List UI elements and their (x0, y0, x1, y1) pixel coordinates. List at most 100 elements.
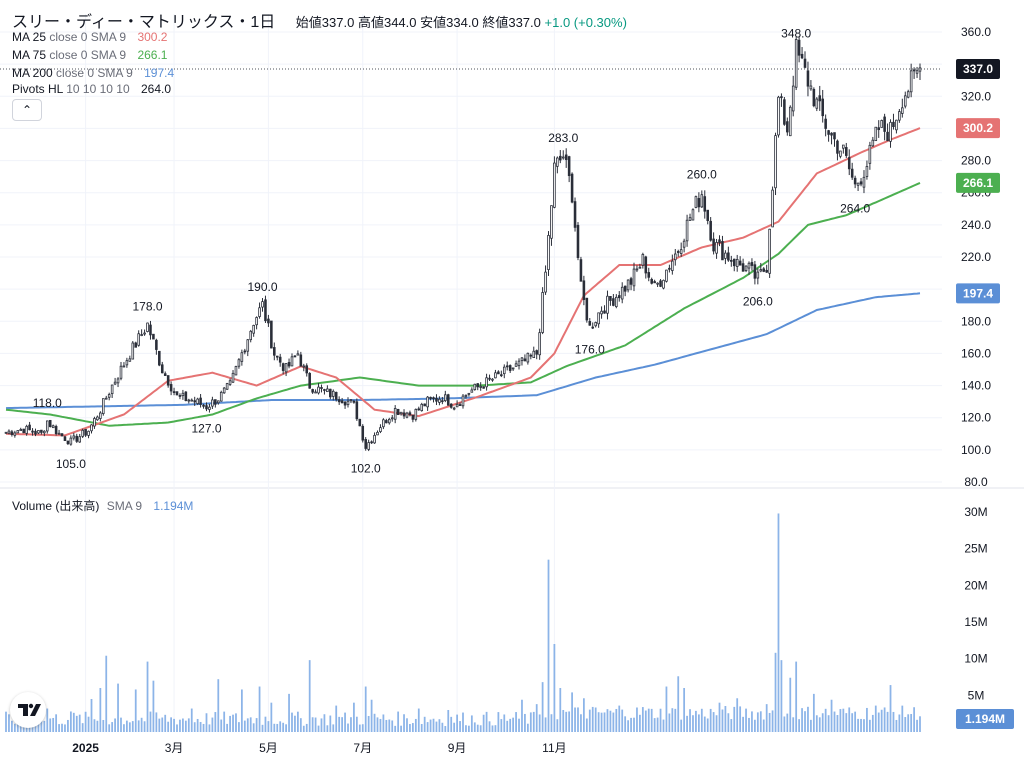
volume-bar (173, 718, 175, 732)
volume-bar (892, 711, 895, 732)
candle-body (379, 427, 382, 432)
time-axis[interactable]: 2025 3月 5月 7月 9月 11月 (72, 741, 566, 755)
volume-bar (792, 717, 795, 732)
price-axis[interactable]: 80.0100.0120.0140.0160.0180.0200.0220.02… (961, 25, 991, 489)
volume-bar (633, 717, 635, 732)
candle-body (63, 436, 67, 442)
volume-legend-name: Volume (出来高) (12, 499, 100, 513)
volume-bar (232, 714, 234, 732)
volume-bar (568, 711, 571, 732)
candle-body (662, 279, 665, 289)
volume-bar (335, 705, 338, 732)
indicator-ma25[interactable]: MA 25 close 0 SMA 9 300.2 (12, 30, 167, 44)
candle-body (635, 268, 639, 271)
candle-body (597, 312, 600, 325)
candle-body (665, 269, 668, 282)
indicator-pivots[interactable]: Pivots HL 10 10 10 10 264.0 (12, 82, 171, 96)
volume-bar (432, 718, 435, 732)
candle-body (547, 235, 550, 271)
candle-body (408, 412, 412, 415)
candle-body (488, 377, 491, 380)
candle-body (329, 388, 332, 398)
price-badge-label: 300.2 (963, 121, 993, 135)
candle-body (721, 241, 724, 261)
volume-bar (453, 722, 456, 732)
candle-body (553, 162, 556, 208)
candle-body (249, 330, 253, 341)
volume-bar (798, 719, 801, 732)
collapse-legend-button[interactable]: ⌃ (12, 99, 42, 121)
candle-body (258, 307, 261, 317)
volume-bar (641, 707, 644, 732)
volume-bar (111, 722, 114, 732)
indicator-name: MA 75 (12, 48, 47, 62)
indicator-ma200[interactable]: MA 200 close 0 SMA 9 197.4 (12, 66, 174, 80)
volume-bar (739, 706, 742, 732)
candle-body (676, 251, 680, 253)
candle-body (862, 176, 866, 188)
tradingview-logo[interactable] (10, 692, 46, 728)
candle-body (208, 406, 211, 410)
volume-bar (851, 713, 854, 732)
candle-body (60, 433, 64, 437)
candle-body (647, 272, 651, 278)
time-tick-label: 11月 (542, 741, 566, 755)
volume-bar (488, 721, 491, 732)
candle-body (561, 156, 565, 159)
volume-axis[interactable]: 5M 10M 15M 20M 25M 30M (964, 505, 987, 702)
volume-bar (603, 712, 606, 732)
volume-bar (96, 720, 99, 732)
candle-body (388, 418, 391, 424)
volume-bar (553, 644, 556, 732)
volume-bar (370, 699, 373, 732)
candle-body (305, 365, 309, 374)
volume-bar (742, 716, 744, 732)
candle-body (125, 360, 129, 366)
candle-body (791, 85, 795, 112)
volume-bar (338, 716, 341, 732)
candle-body (452, 407, 456, 410)
candle-body (833, 132, 836, 140)
volume-bar (470, 715, 473, 732)
candle-body (520, 357, 524, 362)
candle-body (158, 350, 161, 366)
candle-body (877, 127, 881, 131)
volume-bar (524, 713, 526, 732)
volume-bar (167, 721, 170, 732)
candle-body (107, 394, 111, 398)
volume-legend[interactable]: Volume (出来高) SMA 9 1.194M (12, 497, 193, 514)
symbol-title[interactable]: スリー・ディー・マトリックス・1日 (12, 14, 276, 31)
volume-bar (571, 692, 573, 732)
candle-body (617, 295, 621, 299)
volume-bar (759, 711, 762, 732)
candle-body (137, 333, 140, 346)
volume-bar (836, 715, 839, 732)
volume-bar (267, 721, 270, 732)
volume-bar (565, 711, 568, 732)
candle-body (824, 118, 827, 129)
volume-bar (164, 714, 167, 732)
price-tick-label: 280.0 (961, 154, 991, 168)
candle-body (735, 258, 739, 267)
volume-bar (326, 725, 329, 732)
high-label: 高値 (357, 15, 384, 30)
candle-body (420, 403, 424, 412)
volume-bar (733, 706, 736, 732)
volume-bar (397, 711, 400, 732)
candle-body (815, 98, 819, 109)
indicator-ma75[interactable]: MA 75 close 0 SMA 9 266.1 (12, 48, 167, 62)
candle-body (405, 412, 409, 418)
candle-body (255, 317, 258, 326)
volume-bar (774, 652, 777, 732)
candle-body (346, 400, 350, 406)
volume-bar (149, 711, 152, 732)
volume-bar (214, 712, 217, 732)
volume-bar (668, 713, 671, 732)
candle-body (429, 396, 432, 399)
volume-bar (462, 712, 464, 732)
volume-bar (485, 711, 488, 732)
volume-bar (606, 709, 609, 732)
volume-bar (108, 724, 111, 732)
volume-bar (591, 706, 594, 732)
